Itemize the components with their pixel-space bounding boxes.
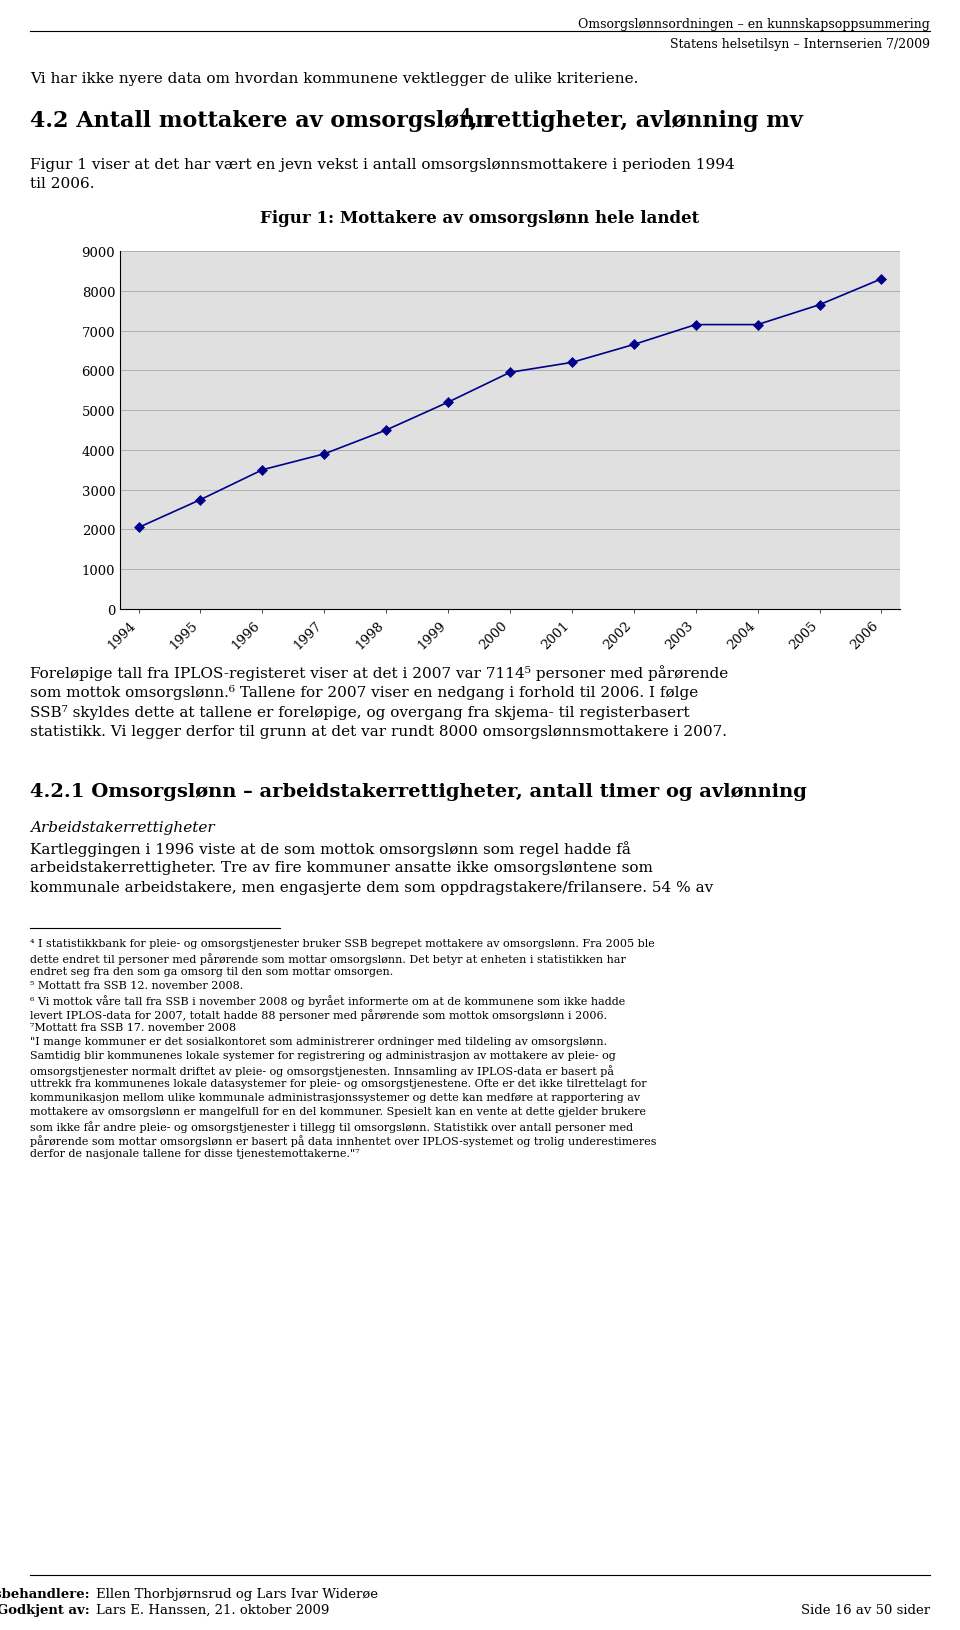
- Text: 4.2 Antall mottakere av omsorgslønn: 4.2 Antall mottakere av omsorgslønn: [30, 109, 492, 132]
- Text: pårørende som mottar omsorgslønn er basert på data innhentet over IPLOS-systemet: pårørende som mottar omsorgslønn er base…: [30, 1134, 657, 1146]
- Text: Arbeidstakerrettigheter: Arbeidstakerrettigheter: [30, 820, 215, 835]
- Text: ⁴ I statistikkbank for pleie- og omsorgstjenester bruker SSB begrepet mottakere : ⁴ I statistikkbank for pleie- og omsorgs…: [30, 939, 655, 949]
- Text: som ikke får andre pleie- og omsorgstjenester i tillegg til omsorgslønn. Statist: som ikke får andre pleie- og omsorgstjen…: [30, 1120, 634, 1133]
- Text: som mottok omsorgslønn.⁶ Tallene for 2007 viser en nedgang i forhold til 2006. I: som mottok omsorgslønn.⁶ Tallene for 200…: [30, 685, 698, 699]
- Text: mottakere av omsorgslønn er mangelfull for en del kommuner. Spesielt kan en vent: mottakere av omsorgslønn er mangelfull f…: [30, 1107, 646, 1117]
- Text: , rettigheter, avlønning mv: , rettigheter, avlønning mv: [470, 109, 803, 132]
- Text: Figur 1 viser at det har vært en jevn vekst i antall omsorgslønnsmottakere i per: Figur 1 viser at det har vært en jevn ve…: [30, 158, 734, 171]
- Text: Samtidig blir kommunenes lokale systemer for registrering og administrasjon av m: Samtidig blir kommunenes lokale systemer…: [30, 1050, 615, 1061]
- Text: omsorgstjenester normalt driftet av pleie- og omsorgstjenesten. Innsamling av IP: omsorgstjenester normalt driftet av plei…: [30, 1064, 614, 1076]
- Text: Foreløpige tall fra IPLOS-registeret viser at det i 2007 var 7114⁵ personer med : Foreløpige tall fra IPLOS-registeret vis…: [30, 665, 729, 680]
- Text: kommunale arbeidstakere, men engasjerte dem som oppdragstakere/frilansere. 54 % : kommunale arbeidstakere, men engasjerte …: [30, 880, 713, 895]
- Text: kommunikasjon mellom ulike kommunale administrasjonssystemer og dette kan medfør: kommunikasjon mellom ulike kommunale adm…: [30, 1092, 640, 1102]
- Text: Side 16 av 50 sider: Side 16 av 50 sider: [801, 1602, 930, 1615]
- Text: Saksbehandlere:: Saksbehandlere:: [0, 1588, 90, 1601]
- Text: Statens helsetilsyn – Internserien 7/2009: Statens helsetilsyn – Internserien 7/200…: [670, 37, 930, 51]
- Text: derfor de nasjonale tallene for disse tjenestemottakerne."⁷: derfor de nasjonale tallene for disse tj…: [30, 1148, 360, 1159]
- Text: 4: 4: [460, 108, 469, 122]
- Text: uttrekk fra kommunenes lokale datasystemer for pleie- og omsorgstjenestene. Ofte: uttrekk fra kommunenes lokale datasystem…: [30, 1079, 647, 1089]
- Text: Omsorgslønnsordningen – en kunnskapsoppsummering: Omsorgslønnsordningen – en kunnskapsopps…: [578, 18, 930, 31]
- Text: Kartleggingen i 1996 viste at de som mottok omsorgslønn som regel hadde få: Kartleggingen i 1996 viste at de som mot…: [30, 841, 631, 856]
- Text: Ellen Thorbjørnsrud og Lars Ivar Widerøe: Ellen Thorbjørnsrud og Lars Ivar Widerøe: [96, 1588, 378, 1601]
- Text: "I mange kommuner er det sosialkontoret som administrerer ordninger med tildelin: "I mange kommuner er det sosialkontoret …: [30, 1037, 607, 1046]
- Text: til 2006.: til 2006.: [30, 178, 94, 191]
- Text: Figur 1: Mottakere av omsorgslønn hele landet: Figur 1: Mottakere av omsorgslønn hele l…: [260, 210, 700, 227]
- Text: 4.2.1 Omsorgslønn – arbeidstakerrettigheter, antall timer og avlønning: 4.2.1 Omsorgslønn – arbeidstakerrettighe…: [30, 782, 806, 800]
- Text: Vi har ikke nyere data om hvordan kommunene vektlegger de ulike kriteriene.: Vi har ikke nyere data om hvordan kommun…: [30, 72, 638, 86]
- Text: ⁷Mottatt fra SSB 17. november 2008: ⁷Mottatt fra SSB 17. november 2008: [30, 1022, 236, 1032]
- Text: Godkjent av:: Godkjent av:: [0, 1602, 90, 1615]
- Text: ⁵ Mottatt fra SSB 12. november 2008.: ⁵ Mottatt fra SSB 12. november 2008.: [30, 980, 243, 991]
- Text: arbeidstakerrettigheter. Tre av fire kommuner ansatte ikke omsorgsløntene som: arbeidstakerrettigheter. Tre av fire kom…: [30, 861, 653, 874]
- Text: levert IPLOS-data for 2007, totalt hadde 88 personer med pårørende som mottok om: levert IPLOS-data for 2007, totalt hadde…: [30, 1009, 607, 1020]
- Text: ⁶ Vi mottok våre tall fra SSB i november 2008 og byrået informerte om at de komm: ⁶ Vi mottok våre tall fra SSB i november…: [30, 994, 625, 1006]
- Text: statistikk. Vi legger derfor til grunn at det var rundt 8000 omsorgslønnsmottake: statistikk. Vi legger derfor til grunn a…: [30, 725, 727, 738]
- Text: SSB⁷ skyldes dette at tallene er foreløpige, og overgang fra skjema- til registe: SSB⁷ skyldes dette at tallene er foreløp…: [30, 704, 689, 719]
- Text: dette endret til personer med pårørende som mottar omsorgslønn. Det betyr at enh: dette endret til personer med pårørende …: [30, 952, 626, 965]
- Text: Lars E. Hanssen, 21. oktober 2009: Lars E. Hanssen, 21. oktober 2009: [96, 1602, 329, 1615]
- Text: endret seg fra den som ga omsorg til den som mottar omsorgen.: endret seg fra den som ga omsorg til den…: [30, 967, 394, 976]
